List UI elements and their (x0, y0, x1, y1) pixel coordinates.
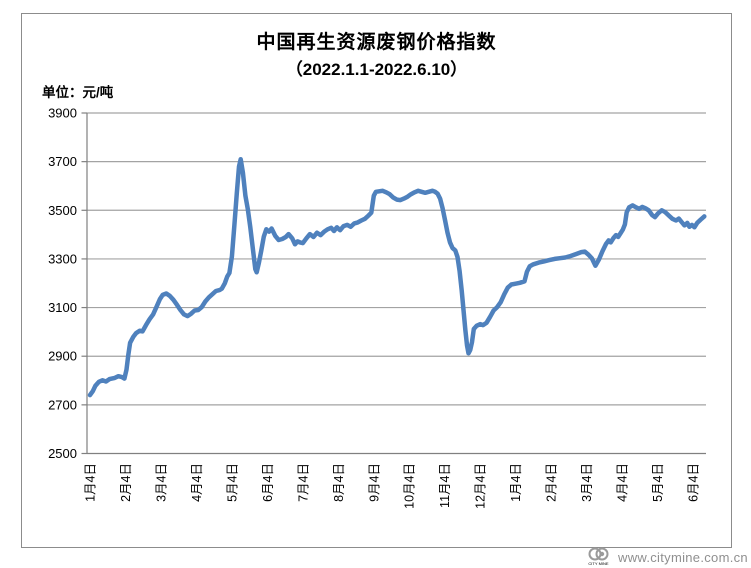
chart-subtitle: （2022.1.1-2022.6.10） (285, 60, 468, 79)
x-axis-tick-label: 8月4日 (332, 463, 346, 502)
x-axis-tick-label: 9月4日 (367, 463, 381, 502)
y-axis-tick-label: 3500 (48, 203, 77, 218)
x-axis-tick-label: 5月4日 (225, 463, 239, 502)
x-axis-tick-label: 4月4日 (616, 463, 630, 502)
logo-caption: CITY MINE (588, 561, 608, 566)
y-axis-tick-label: 2900 (48, 349, 77, 364)
footer: CITY MINE www.citymine.com.cn (585, 546, 751, 568)
x-axis-tick-label: 1月4日 (84, 463, 98, 502)
price-line (87, 156, 707, 398)
chart-title: 中国再生资源废钢价格指数 (256, 32, 497, 53)
footer-url: www.citymine.com.cn (618, 549, 748, 565)
x-axis-tick-label: 2月4日 (119, 463, 133, 502)
unit-label: 单位：元/吨 (42, 85, 114, 100)
x-axis-tick-label: 7月4日 (296, 463, 310, 502)
x-axis-tick-label: 3月4日 (580, 463, 594, 502)
y-axis-tick-label: 3900 (48, 106, 77, 121)
y-axis-tick-label: 3300 (48, 251, 77, 266)
citymine-logo: CITY MINE (588, 547, 609, 566)
x-axis-tick-label: 3月4日 (154, 463, 168, 502)
x-axis-tick-label: 2月4日 (545, 463, 559, 502)
chart-border (21, 13, 732, 548)
x-axis-tick-label: 12月4日 (474, 463, 488, 509)
x-axis-tick-label: 1月4日 (509, 463, 523, 502)
x-axis-tick-label: 6月4日 (686, 463, 700, 502)
x-axis-tick-label: 10月4日 (403, 463, 417, 509)
y-axis-tick-label: 3700 (48, 154, 77, 169)
y-axis-tick-label: 2500 (48, 446, 77, 461)
x-axis-tick-label: 5月4日 (651, 463, 665, 502)
y-axis-tick-label: 2700 (48, 397, 77, 412)
x-axis-tick-label: 6月4日 (261, 463, 275, 502)
x-axis-tick-label: 4月4日 (190, 463, 204, 502)
x-axis-tick-label: 11月4日 (438, 463, 452, 508)
y-axis-tick-label: 3100 (48, 300, 77, 315)
